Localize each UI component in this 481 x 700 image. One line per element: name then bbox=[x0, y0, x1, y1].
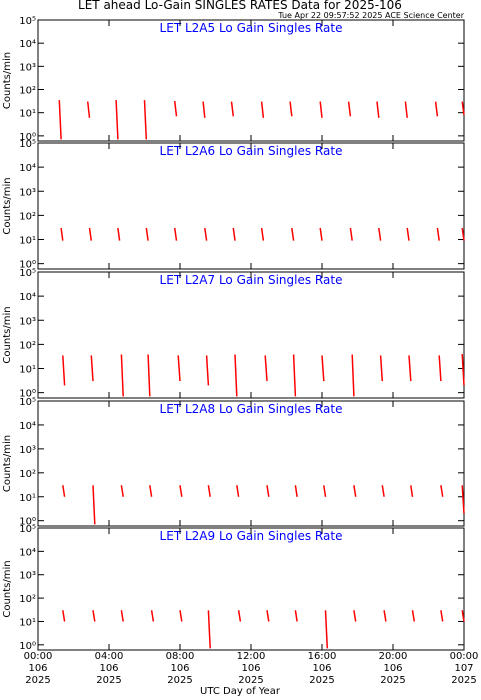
y-tick-label: 10³ bbox=[19, 316, 36, 327]
y-tick-label: 10³ bbox=[19, 62, 36, 73]
x-tick-year: 2025 bbox=[96, 675, 121, 686]
x-tick-label: 00:00 bbox=[450, 651, 479, 662]
x-tick-day: 106 bbox=[170, 663, 189, 674]
y-tick-label: 10² bbox=[19, 340, 36, 351]
y-tick-label: 10¹ bbox=[19, 365, 36, 376]
panel-title: LET L2A8 Lo Gain Singles Rate bbox=[160, 402, 343, 416]
x-tick-label: 00:00 bbox=[24, 651, 53, 662]
x-tick-year: 2025 bbox=[238, 675, 263, 686]
y-tick-label: 10⁰ bbox=[19, 517, 36, 528]
panel-title: LET L2A6 Lo Gain Singles Rate bbox=[160, 144, 343, 158]
y-tick-label: 10² bbox=[19, 594, 36, 605]
x-tick-year: 2025 bbox=[309, 675, 334, 686]
y-tick-label: 10⁴ bbox=[19, 163, 36, 174]
x-tick-day: 106 bbox=[312, 663, 331, 674]
x-tick-year: 2025 bbox=[167, 675, 192, 686]
panel-frame bbox=[37, 271, 465, 399]
y-tick-label: 10⁰ bbox=[19, 132, 36, 143]
x-tick-year: 2025 bbox=[451, 675, 476, 686]
x-tick-day: 106 bbox=[383, 663, 402, 674]
y-tick-label: 10¹ bbox=[19, 493, 36, 504]
chart-subtitle: Tue Apr 22 09:57:52 2025 ACE Science Cen… bbox=[277, 11, 464, 20]
y-tick-label: 10² bbox=[19, 211, 36, 222]
chart-title: LET ahead Lo-Gain SINGLES RATES Data for… bbox=[78, 0, 402, 12]
data-line bbox=[62, 485, 465, 525]
y-axis-label: Counts/min bbox=[2, 177, 13, 234]
x-tick-label: 20:00 bbox=[379, 651, 408, 662]
x-tick-day: 107 bbox=[454, 663, 473, 674]
x-tick-label: 16:00 bbox=[308, 651, 337, 662]
panel-title: LET L2A9 Lo Gain Singles Rate bbox=[160, 529, 343, 543]
y-tick-label: 10⁴ bbox=[19, 547, 36, 558]
panel-frame bbox=[37, 142, 465, 270]
panel-frame bbox=[37, 400, 465, 527]
panel-title: LET L2A7 Lo Gain Singles Rate bbox=[160, 273, 343, 287]
x-tick-label: 12:00 bbox=[237, 651, 266, 662]
data-line bbox=[58, 100, 465, 140]
x-tick-label: 04:00 bbox=[95, 651, 124, 662]
y-tick-label: 10⁵ bbox=[19, 268, 36, 279]
y-tick-label: 10⁵ bbox=[19, 139, 36, 150]
y-tick-label: 10⁴ bbox=[19, 39, 36, 50]
y-tick-label: 10⁵ bbox=[19, 16, 36, 27]
y-tick-label: 10⁴ bbox=[19, 421, 36, 432]
panel-frame bbox=[37, 19, 465, 142]
x-tick-label: 08:00 bbox=[166, 651, 195, 662]
y-tick-label: 10⁵ bbox=[19, 524, 36, 535]
y-tick-label: 10³ bbox=[19, 445, 36, 456]
y-axis-label: Counts/min bbox=[2, 52, 13, 109]
x-tick-day: 106 bbox=[241, 663, 260, 674]
x-tick-day: 106 bbox=[99, 663, 118, 674]
panel-title: LET L2A5 Lo Gain Singles Rate bbox=[160, 21, 343, 35]
y-axis-label: Counts/min bbox=[2, 306, 13, 363]
panel-frame bbox=[37, 527, 465, 651]
x-tick-year: 2025 bbox=[25, 675, 50, 686]
y-tick-label: 10¹ bbox=[19, 617, 36, 628]
data-line bbox=[62, 610, 465, 649]
y-axis-label: Counts/min bbox=[2, 560, 13, 617]
y-tick-label: 10⁵ bbox=[19, 397, 36, 408]
x-tick-year: 2025 bbox=[380, 675, 405, 686]
x-tick-day: 106 bbox=[28, 663, 47, 674]
y-tick-label: 10⁰ bbox=[19, 260, 36, 271]
y-tick-label: 10⁰ bbox=[19, 641, 36, 652]
y-tick-label: 10³ bbox=[19, 187, 36, 198]
data-line bbox=[60, 227, 465, 241]
y-tick-label: 10³ bbox=[19, 571, 36, 582]
y-tick-label: 10¹ bbox=[19, 236, 36, 247]
data-line bbox=[62, 353, 465, 397]
y-tick-label: 10² bbox=[19, 469, 36, 480]
x-axis-label: UTC Day of Year bbox=[200, 686, 281, 697]
y-tick-label: 10⁴ bbox=[19, 292, 36, 303]
y-tick-label: 10⁰ bbox=[19, 389, 36, 400]
y-axis-label: Counts/min bbox=[2, 435, 13, 492]
y-tick-label: 10¹ bbox=[19, 109, 36, 120]
y-tick-label: 10² bbox=[19, 86, 36, 97]
